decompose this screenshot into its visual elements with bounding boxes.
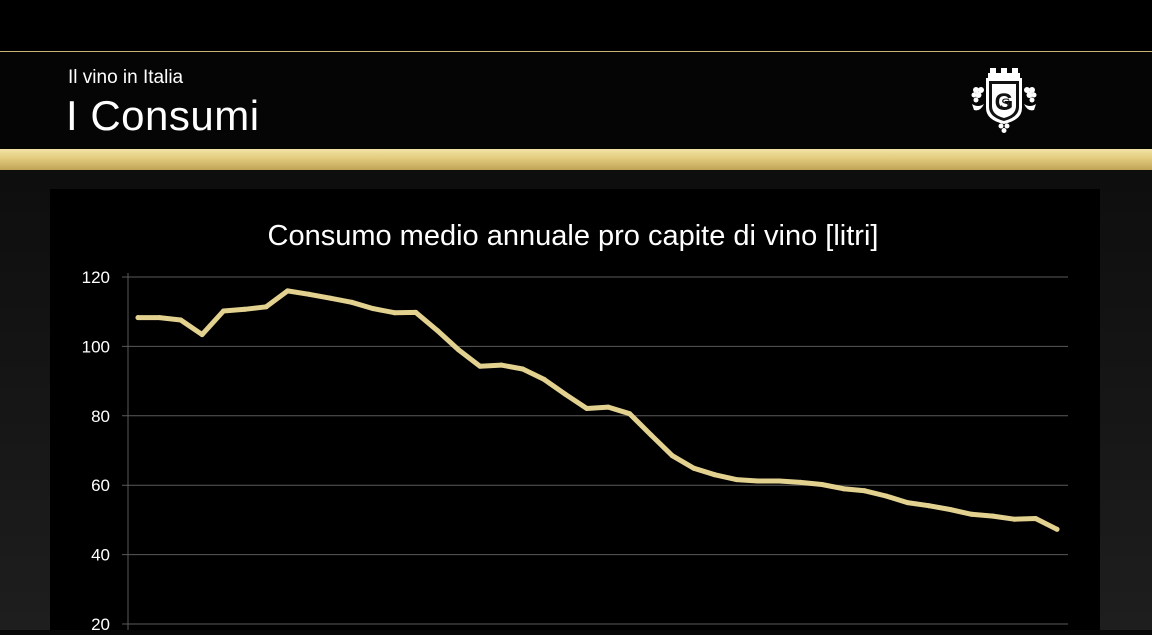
data-point <box>733 477 739 483</box>
data-point <box>199 332 205 338</box>
data-point <box>477 363 483 369</box>
gold-divider-band <box>0 149 1152 170</box>
slide-title: I Consumi <box>66 92 260 139</box>
series-line-0 <box>135 288 1060 532</box>
svg-text:G: G <box>995 89 1014 116</box>
data-point <box>456 347 462 353</box>
top-black-bar <box>0 0 1152 51</box>
svg-text:S: S <box>1000 95 1010 111</box>
data-point <box>904 500 910 506</box>
data-point <box>712 472 718 478</box>
y-axis: 20 40 60 80 100 120 <box>82 268 129 634</box>
y-tick-label: 60 <box>91 476 110 495</box>
data-point <box>862 488 868 494</box>
data-point <box>327 295 333 301</box>
top-gold-rule <box>0 51 1152 52</box>
chart-title: Consumo medio annuale pro capite di vino… <box>268 220 879 252</box>
data-point <box>669 453 675 459</box>
data-point <box>819 482 825 487</box>
line-chart: Consumo medio annuale pro capite di vino… <box>82 220 1068 634</box>
y-tick-label: 80 <box>91 407 110 426</box>
data-point <box>434 327 440 333</box>
data-point <box>498 362 504 368</box>
data-point <box>969 511 974 517</box>
data-point <box>263 304 269 310</box>
data-point <box>627 411 633 417</box>
y-tick-label: 120 <box>82 268 110 287</box>
data-point <box>990 513 996 519</box>
data-point <box>605 404 611 410</box>
chart-series <box>135 288 1060 532</box>
data-point <box>562 391 568 397</box>
data-point <box>1054 526 1060 532</box>
data-point <box>755 478 761 484</box>
y-tick-label: 100 <box>82 337 110 356</box>
y-tick-label: 40 <box>91 546 110 565</box>
data-point <box>926 503 932 509</box>
data-point <box>798 479 803 485</box>
data-point <box>306 291 312 297</box>
slide-header <box>0 52 1152 149</box>
data-point <box>221 308 226 314</box>
data-point <box>392 310 397 316</box>
data-point <box>413 309 419 315</box>
data-point <box>370 306 376 312</box>
data-point <box>285 288 291 294</box>
data-point <box>1033 516 1039 521</box>
data-point <box>584 406 590 411</box>
data-point <box>883 493 889 499</box>
chart-grid <box>122 276 1068 625</box>
castle-monogram-grape-crest-icon: G S <box>971 68 1037 133</box>
data-point <box>648 432 654 438</box>
data-point <box>947 507 953 512</box>
data-point <box>691 465 697 471</box>
data-point <box>135 315 141 321</box>
data-point <box>178 317 184 323</box>
data-point <box>156 315 162 321</box>
data-point <box>840 486 846 492</box>
data-point <box>541 376 547 382</box>
chart-panel: Consumo medio annuale pro capite di vino… <box>50 189 1100 634</box>
data-point <box>349 299 355 305</box>
y-tick-label: 20 <box>91 615 110 630</box>
data-point <box>776 478 782 484</box>
slide-subtitle: Il vino in Italia <box>68 67 184 88</box>
data-point <box>520 366 526 372</box>
data-point <box>242 306 248 312</box>
data-point <box>1011 516 1017 522</box>
